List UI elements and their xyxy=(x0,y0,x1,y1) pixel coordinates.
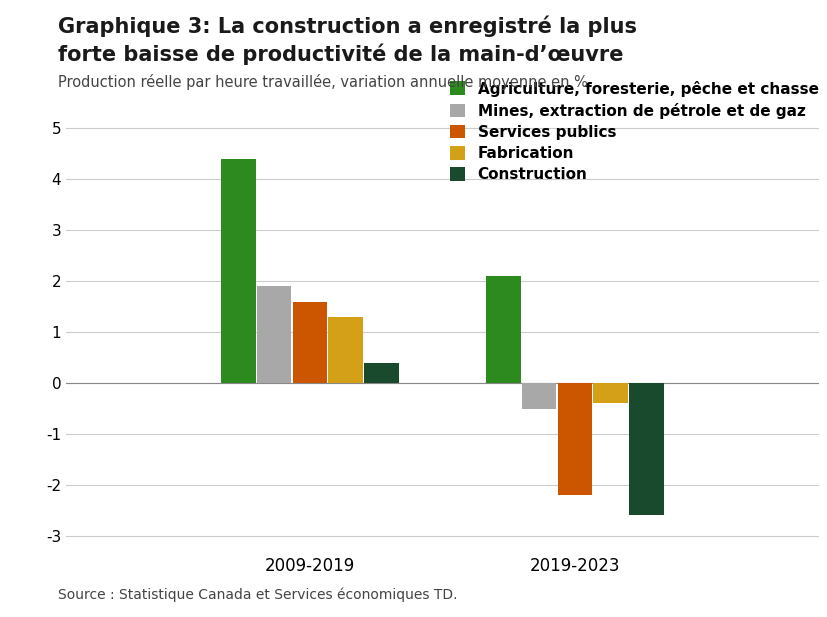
Bar xyxy=(257,286,291,383)
Text: Graphique 3: La construction a enregistré la plus: Graphique 3: La construction a enregistr… xyxy=(58,15,637,37)
Bar xyxy=(364,363,399,383)
Text: forte baisse de productivité de la main-d’œuvre: forte baisse de productivité de la main-… xyxy=(58,43,624,65)
Bar xyxy=(557,383,592,495)
Text: Source : Statistique Canada et Services économiques TD.: Source : Statistique Canada et Services … xyxy=(58,587,457,602)
Bar xyxy=(522,383,557,408)
Text: Production réelle par heure travaillée, variation annuelle moyenne en %: Production réelle par heure travaillée, … xyxy=(58,74,588,90)
Bar xyxy=(293,302,327,383)
Bar xyxy=(221,159,256,383)
Bar xyxy=(486,276,521,383)
Bar xyxy=(328,317,363,383)
Bar xyxy=(594,383,628,404)
Bar xyxy=(629,383,664,515)
Legend: Agriculture, foresterie, pêche et chasse, Mines, extraction de pétrole et de gaz: Agriculture, foresterie, pêche et chasse… xyxy=(450,81,819,182)
